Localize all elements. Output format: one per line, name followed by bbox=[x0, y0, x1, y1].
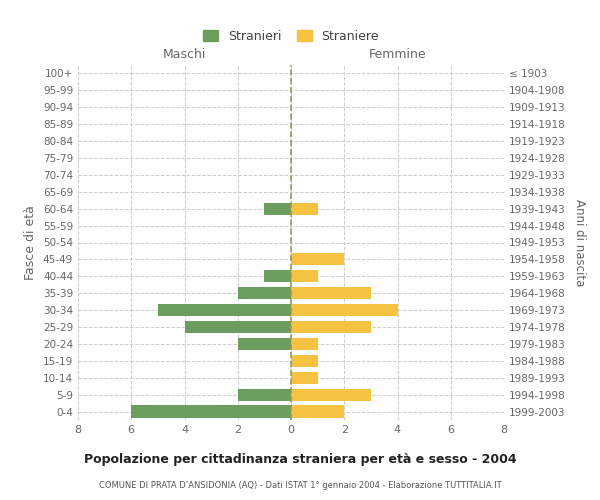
Bar bbox=[291, 354, 317, 367]
Bar bbox=[291, 321, 371, 333]
Bar bbox=[291, 388, 371, 400]
Text: Femmine: Femmine bbox=[368, 48, 427, 62]
Y-axis label: Anni di nascita: Anni di nascita bbox=[572, 199, 586, 286]
Text: COMUNE DI PRATA D’ANSIDONIA (AQ) - Dati ISTAT 1° gennaio 2004 - Elaborazione TUT: COMUNE DI PRATA D’ANSIDONIA (AQ) - Dati … bbox=[98, 481, 502, 490]
Y-axis label: Fasce di età: Fasce di età bbox=[25, 205, 37, 280]
Bar bbox=[238, 338, 291, 350]
Bar bbox=[291, 270, 317, 282]
Bar bbox=[158, 304, 291, 316]
Bar bbox=[238, 388, 291, 400]
Legend: Stranieri, Straniere: Stranieri, Straniere bbox=[198, 25, 384, 48]
Bar bbox=[265, 270, 291, 282]
Bar bbox=[291, 202, 317, 215]
Bar bbox=[185, 321, 291, 333]
Bar bbox=[291, 304, 398, 316]
Bar bbox=[238, 287, 291, 300]
Text: Popolazione per cittadinanza straniera per età e sesso - 2004: Popolazione per cittadinanza straniera p… bbox=[83, 452, 517, 466]
Bar bbox=[131, 406, 291, 417]
Bar bbox=[265, 202, 291, 215]
Bar bbox=[291, 372, 317, 384]
Bar bbox=[291, 338, 317, 350]
Bar bbox=[291, 406, 344, 417]
Bar bbox=[291, 287, 371, 300]
Bar bbox=[291, 254, 344, 266]
Text: Maschi: Maschi bbox=[163, 48, 206, 62]
